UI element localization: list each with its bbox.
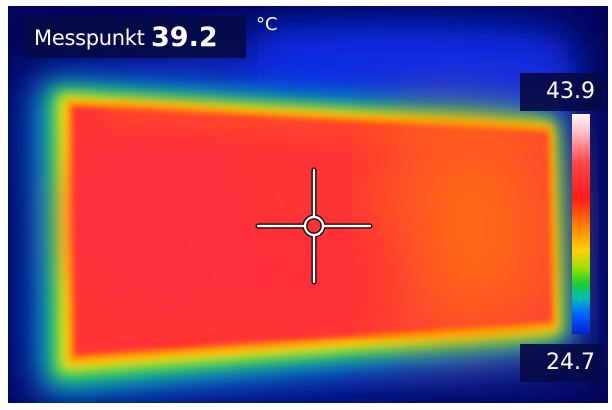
thermal-camera-display: Messpunkt 39.2 °C 43.9 24.7 (8, 6, 608, 403)
measurement-spot-value: 39.2 (151, 22, 218, 53)
temperature-unit: °C (256, 14, 278, 35)
measurement-spot-label: Messpunkt (34, 26, 145, 50)
temperature-color-bar (572, 114, 590, 334)
scale-max-temperature: 43.9 (520, 73, 604, 111)
measurement-spot-readout: Messpunkt 39.2 (24, 16, 246, 58)
scale-min-temperature: 24.7 (520, 344, 604, 382)
crosshair-icon (255, 167, 373, 285)
